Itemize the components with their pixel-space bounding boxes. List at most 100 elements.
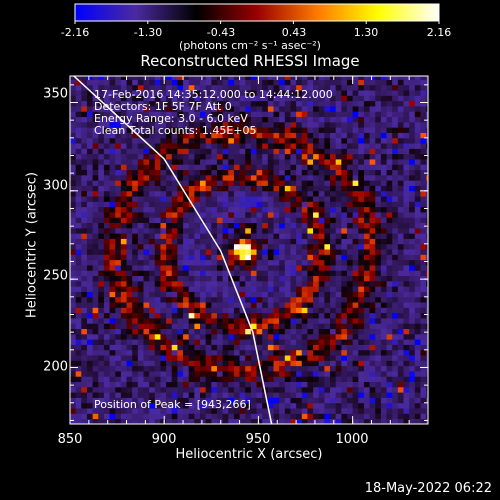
heatmap-pixel [86, 286, 94, 292]
heatmap-pixel [290, 180, 297, 186]
heatmap-pixel [239, 328, 246, 335]
heatmap-pixel [392, 408, 399, 414]
heatmap-pixel [324, 79, 331, 86]
heatmap-pixel [205, 418, 212, 424]
heatmap-pixel [267, 206, 274, 213]
heatmap-pixel [256, 328, 263, 335]
heatmap-pixel [137, 302, 144, 308]
heatmap-pixel [245, 148, 252, 155]
heatmap-pixel [380, 265, 387, 271]
heatmap-pixel [250, 233, 257, 239]
heatmap-pixel [301, 190, 308, 197]
heatmap-pixel [239, 95, 246, 102]
heatmap-pixel [375, 408, 382, 414]
heatmap-pixel [414, 148, 421, 155]
heatmap-pixel [166, 196, 173, 202]
heatmap-pixels [70, 76, 428, 424]
heatmap-pixel [171, 238, 178, 245]
heatmap-pixel [228, 238, 235, 245]
heatmap-pixel [335, 344, 342, 351]
heatmap-pixel [307, 185, 314, 192]
heatmap-pixel [183, 365, 190, 372]
heatmap-pixel [250, 196, 257, 202]
heatmap-pixel [205, 132, 212, 139]
heatmap-pixel [166, 143, 173, 149]
heatmap-pixel [166, 185, 173, 192]
heatmap-pixel [160, 212, 167, 218]
heatmap-pixel [92, 344, 99, 351]
heatmap-pixel [369, 344, 376, 351]
heatmap-pixel [177, 201, 184, 208]
heatmap-pixel [171, 217, 178, 224]
heatmap-pixel [200, 286, 207, 292]
heatmap-pixel [92, 217, 99, 224]
heatmap-pixel [409, 318, 416, 324]
heatmap-pixel [154, 402, 161, 409]
heatmap-pixel [409, 153, 416, 160]
heatmap-pixel [273, 312, 280, 319]
heatmap-pixel [70, 76, 77, 80]
heatmap-pixel [324, 174, 331, 181]
heatmap-pixel [233, 233, 240, 239]
heatmap-pixel [70, 360, 77, 367]
heatmap-pixel [301, 259, 308, 266]
heatmap-pixel [115, 355, 122, 361]
heatmap-pixel [228, 365, 235, 372]
heatmap-pixel [86, 275, 94, 282]
heatmap-pixel [335, 153, 342, 160]
heatmap-pixel [250, 291, 257, 298]
heatmap-pixel [245, 243, 252, 250]
heatmap-pixel [92, 196, 99, 202]
heatmap-pixel [149, 408, 156, 414]
heatmap-pixel [273, 121, 280, 128]
heatmap-pixel [103, 286, 110, 292]
heatmap-pixel [86, 243, 94, 250]
heatmap-pixel [330, 386, 337, 393]
heatmap-pixel [279, 164, 286, 171]
heatmap-pixel [194, 254, 201, 261]
heatmap-pixel [352, 174, 359, 181]
heatmap-pixel [262, 227, 269, 234]
heatmap-pixel [194, 291, 201, 298]
heatmap-pixel [205, 121, 212, 128]
heatmap-pixel [335, 291, 342, 298]
heatmap-pixel [363, 392, 370, 398]
heatmap-pixel [301, 164, 308, 171]
heatmap-pixel [132, 328, 139, 335]
heatmap-pixel [363, 270, 370, 277]
heatmap-pixel [166, 137, 173, 144]
heatmap-pixel [109, 386, 116, 393]
heatmap-pixel [245, 259, 252, 266]
heatmap-pixel [284, 95, 291, 102]
heatmap-pixel [154, 222, 161, 229]
heatmap-pixel [358, 259, 365, 266]
heatmap-pixel [301, 100, 308, 107]
heatmap-pixel [149, 127, 156, 133]
heatmap-pixel [109, 413, 116, 420]
heatmap-pixel [245, 275, 252, 282]
heatmap-pixel [81, 76, 88, 80]
heatmap-pixel [296, 79, 303, 86]
heatmap-pixel [301, 159, 308, 165]
heatmap-pixel [352, 386, 359, 393]
heatmap-pixel [290, 402, 297, 409]
heatmap-pixel [284, 413, 291, 420]
heatmap-pixel [397, 402, 404, 409]
heatmap-pixel [171, 275, 178, 282]
heatmap-pixel [397, 137, 404, 144]
heatmap-pixel [98, 360, 105, 367]
heatmap-pixel [363, 280, 370, 287]
heatmap-pixel [92, 90, 99, 96]
heatmap-pixel [403, 201, 410, 208]
heatmap-pixel [233, 392, 240, 398]
heatmap-pixel [369, 212, 376, 218]
heatmap-pixel [233, 217, 240, 224]
heatmap-pixel [409, 111, 416, 118]
heatmap-pixel [273, 386, 280, 393]
heatmap-pixel [222, 111, 229, 118]
heatmap-pixel [70, 132, 77, 139]
heatmap-pixel [256, 402, 263, 409]
heatmap-pixel [358, 164, 365, 171]
heatmap-pixel [369, 137, 376, 144]
heatmap-pixel [284, 190, 291, 197]
